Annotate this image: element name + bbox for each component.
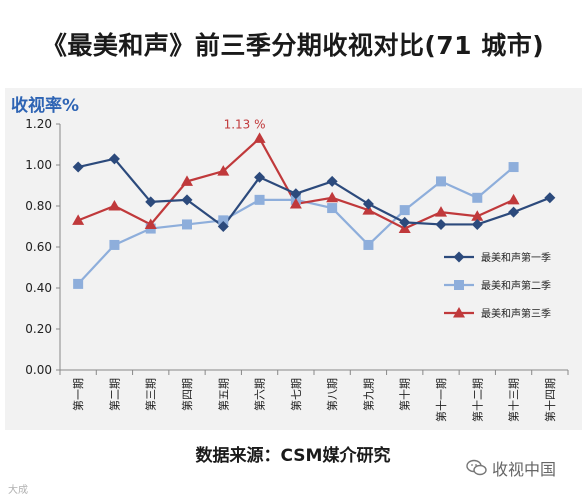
legend-marker	[454, 280, 464, 290]
x-tick-label: 第一期	[71, 378, 85, 411]
data-point-series-2	[399, 205, 410, 216]
data-point-series-2	[218, 215, 229, 226]
data-point-series-1	[362, 198, 374, 210]
x-tick-label: 第八期	[325, 378, 339, 411]
data-point-series-1	[471, 218, 483, 230]
chart-title: 《最美和声》前三季分期收视对比(71 城市)	[41, 31, 545, 60]
series-line-1	[77, 157, 551, 229]
legend-label: 最美和声第二季	[481, 279, 551, 292]
data-point-series-1	[181, 194, 193, 206]
data-point-series-1	[435, 218, 447, 230]
data-point-series-1	[399, 216, 411, 228]
y-tick-label: 0.20	[25, 322, 52, 336]
data-point-series-1	[326, 175, 338, 187]
data-point-series-2	[73, 278, 84, 289]
data-point-series-2	[508, 162, 519, 173]
y-axis-label: 收视率%	[11, 96, 80, 116]
y-tick-label: 0.40	[25, 281, 52, 295]
data-point-series-3	[471, 210, 484, 221]
watermark-right-text: 收视中国	[492, 460, 557, 479]
data-point-series-3	[181, 175, 193, 186]
data-label: 1.13 %	[224, 117, 266, 131]
data-point-series-3	[253, 132, 266, 143]
data-point-series-2	[363, 239, 374, 250]
x-tick-label: 第十三期	[507, 378, 521, 422]
data-point-series-3	[326, 191, 339, 203]
x-tick-label: 第三期	[144, 378, 158, 411]
x-tick-label: 第五期	[216, 378, 230, 411]
data-point-series-2	[254, 194, 265, 205]
data-point-series-3	[507, 193, 520, 205]
x-tick-label: 第六期	[253, 378, 267, 411]
legend-marker	[453, 307, 465, 318]
legend-label: 最美和声第三季	[481, 307, 551, 320]
data-point-series-2	[327, 203, 338, 214]
data-point-series-3	[289, 197, 302, 209]
y-tick-label: 0.60	[25, 240, 52, 254]
legend-label: 最美和声第一季	[481, 251, 551, 264]
data-point-series-1	[544, 192, 556, 204]
data-point-series-1	[508, 206, 520, 218]
y-tick-label: 1.00	[25, 158, 52, 172]
data-point-series-2	[109, 239, 120, 250]
legend-marker	[453, 251, 465, 263]
y-tick-label: 0.80	[25, 199, 52, 213]
watermark-left: 大成	[8, 485, 28, 496]
data-point-series-3	[72, 214, 85, 225]
x-tick-label: 第四期	[180, 378, 194, 411]
data-point-series-3	[108, 200, 121, 211]
x-tick-label: 第十四期	[543, 378, 557, 422]
data-point-series-2	[436, 176, 446, 187]
data-point-series-3	[435, 206, 447, 217]
x-tick-label: 第十二期	[470, 378, 484, 422]
data-point-series-1	[217, 221, 229, 232]
data-point-series-2	[472, 192, 483, 203]
data-point-series-1	[145, 196, 157, 208]
y-tick-label: 0.00	[25, 363, 52, 377]
x-tick-label: 第十一期	[434, 378, 448, 422]
data-point-series-3	[217, 165, 230, 176]
data-point-series-3	[144, 218, 157, 229]
data-point-series-1	[108, 153, 120, 165]
source-note: 数据来源：CSM媒介研究	[195, 446, 391, 466]
x-tick-label: 第九期	[361, 378, 375, 411]
data-point-series-2	[182, 219, 192, 230]
data-point-series-1	[290, 188, 302, 200]
y-tick-label: 1.20	[25, 117, 52, 131]
x-tick-label: 第七期	[289, 378, 303, 411]
series-line-3	[77, 136, 515, 230]
data-point-series-1	[254, 171, 266, 183]
watermark-right: 收视中国	[466, 456, 556, 480]
x-tick-label: 第十期	[398, 378, 412, 411]
data-point-series-1	[72, 161, 84, 173]
wechat-icon	[466, 459, 487, 476]
x-tick-label: 第二期	[107, 378, 121, 411]
